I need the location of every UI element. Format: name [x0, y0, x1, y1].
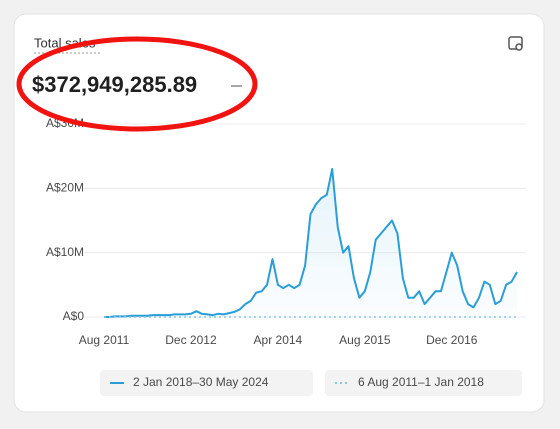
y-tick-label: A$0 — [63, 309, 85, 323]
y-tick-label: A$20M — [46, 181, 84, 195]
line — [104, 168, 518, 318]
legend-item — [100, 370, 313, 396]
area — [104, 169, 517, 317]
legend-item — [325, 370, 522, 396]
x-tick-label: Dec 2016 — [426, 333, 478, 347]
legend-label: 2 Jan 2018–30 May 2024 — [133, 375, 269, 389]
x-tick-label: Apr 2014 — [254, 333, 303, 347]
x-tick-label: Dec 2012 — [165, 333, 217, 347]
legend-label: 6 Aug 2011–1 Jan 2018 — [358, 375, 484, 389]
legend: 2 Jan 2018–30 May 2024 6 Aug 2011–1 Jan 2… — [100, 370, 522, 396]
plot: A$0 A$10M A$20M A$30M Aug 2011 Dec 2012 Apr 20… — [46, 116, 526, 347]
y-tick-label: A$30M — [46, 116, 84, 130]
y-tick-label: A$10M — [46, 245, 84, 259]
x-tick-label: Aug 2011 — [79, 333, 130, 347]
x-tick-label: Aug 2015 — [339, 333, 391, 347]
total-value: $372,949,285.89 — [32, 72, 197, 97]
highlight-ellipse — [16, 36, 258, 132]
explore-icon[interactable] — [508, 36, 523, 51]
